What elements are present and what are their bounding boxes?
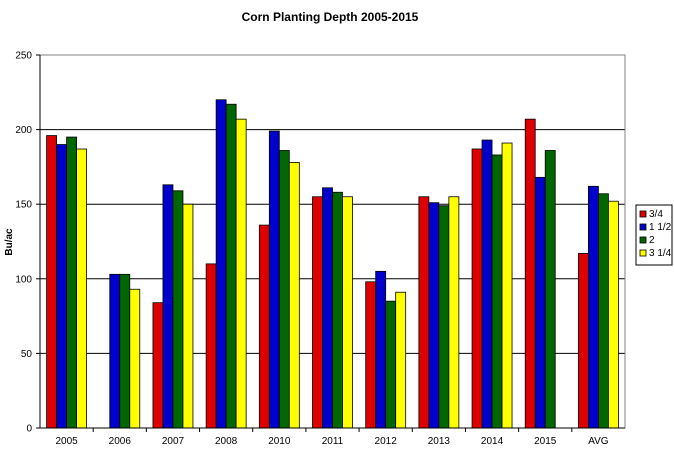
- bar: [278, 150, 290, 429]
- legend-swatch: [639, 249, 647, 257]
- y-tick-label: 50: [21, 349, 33, 360]
- y-axis-label: Bu/ac: [4, 228, 15, 256]
- bar: [598, 193, 609, 429]
- y-tick-label: 150: [15, 200, 32, 211]
- y-tick-label: 100: [15, 274, 32, 285]
- x-tick-label: 2014: [481, 436, 504, 447]
- x-tick-label: 2005: [55, 436, 78, 447]
- bar: [481, 139, 493, 429]
- bar: [501, 142, 513, 429]
- bar: [312, 196, 323, 429]
- bar: [225, 103, 237, 429]
- bar: [524, 118, 536, 429]
- chart-title: Corn Planting Depth 2005-2015: [242, 10, 419, 24]
- legend-swatch: [639, 210, 647, 218]
- bar: [385, 300, 397, 429]
- bar: [129, 288, 141, 429]
- bar: [322, 187, 333, 429]
- bar: [162, 184, 174, 429]
- x-tick-label: 2010: [268, 436, 291, 447]
- legend-label: 3 1/4: [649, 248, 672, 259]
- bar: [182, 203, 194, 429]
- bar: [288, 162, 300, 429]
- x-tick-label: 2013: [428, 436, 451, 447]
- bar: [395, 291, 407, 429]
- bar: [534, 176, 546, 429]
- x-tick-label: 2011: [322, 436, 344, 447]
- bar: [332, 191, 343, 429]
- bar: [46, 135, 57, 429]
- bar: [56, 144, 67, 429]
- legend: 3/4 1 1/2 2 3 1/4: [635, 204, 673, 266]
- y-tick-label: 0: [26, 424, 32, 435]
- x-tick-label: AVG: [588, 436, 609, 447]
- bar: [119, 273, 131, 429]
- x-tick-label: 2008: [215, 436, 238, 447]
- bar: [428, 202, 440, 429]
- bar: [172, 190, 184, 429]
- bar: [588, 185, 599, 429]
- bar: [235, 118, 247, 429]
- bar: [438, 205, 450, 429]
- y-tick-label: 200: [15, 125, 32, 136]
- bar: [491, 154, 503, 429]
- tick-labels: 0 50 100 150 200 250 2005 2006 2007 2008 2010 2011 2…: [15, 51, 608, 448]
- bar: [471, 148, 483, 429]
- bar: [268, 130, 280, 429]
- bar: [578, 253, 589, 429]
- bar: [258, 224, 270, 429]
- x-tick-label: 2015: [534, 436, 557, 447]
- bar: [109, 273, 121, 429]
- bar: [418, 196, 430, 429]
- x-tick-label: 2006: [109, 436, 132, 447]
- bar: [544, 150, 556, 429]
- bar: [215, 99, 227, 429]
- y-tick-label: 250: [15, 51, 32, 62]
- legend-swatch: [639, 236, 647, 244]
- x-tick-label: 2007: [162, 436, 185, 447]
- bar: [342, 196, 353, 429]
- bar: [448, 196, 460, 429]
- bar: [66, 136, 77, 429]
- legend-label: 2: [649, 235, 655, 246]
- x-tick-label: 2012: [375, 436, 398, 447]
- axes: [36, 54, 626, 432]
- bars: [46, 99, 619, 429]
- bar: [152, 302, 164, 429]
- bar: [76, 148, 87, 429]
- legend-label: 1 1/2: [649, 222, 672, 233]
- bar: [375, 270, 387, 429]
- bar: [365, 281, 377, 429]
- legend-label: 3/4: [649, 209, 663, 220]
- bar: [608, 200, 619, 429]
- bar: [205, 263, 217, 429]
- legend-swatch: [639, 223, 647, 231]
